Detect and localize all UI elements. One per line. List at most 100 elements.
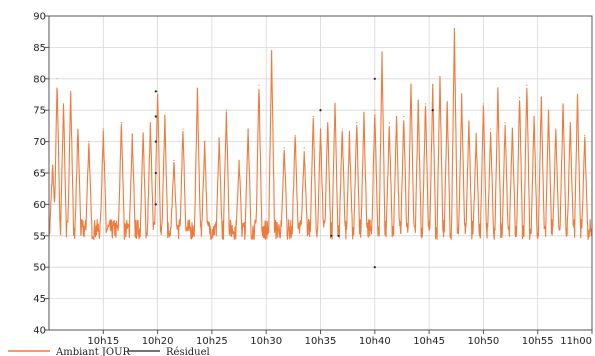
ambiant-jour-peak-point <box>56 78 58 80</box>
ambiant-jour-peak-point <box>432 84 434 86</box>
residuel-point <box>154 171 157 175</box>
residuel-point <box>319 109 322 112</box>
ambiant-jour-peak-point <box>120 122 122 124</box>
x-tick-label: 10h30 <box>250 336 282 347</box>
x-tick-label: 10h15 <box>87 336 119 347</box>
ambiant-jour-peak-point <box>388 122 390 124</box>
ambiant-jour-peak-point <box>218 141 220 143</box>
ambiant-jour-peak-point <box>303 147 305 149</box>
ambiant-jour-peak-point <box>88 141 90 143</box>
ambiant-jour-peak-point <box>225 109 227 111</box>
ambiant-jour-peak-point <box>519 97 521 99</box>
residuel-point <box>154 90 157 93</box>
ambiant-jour-peak-point <box>327 122 329 124</box>
ambiant-jour-peak-point <box>363 115 365 118</box>
ambiant-jour-peak-point <box>341 128 343 130</box>
ambiant-jour-peak-point <box>461 97 463 99</box>
ambiant-jour-peak-point <box>312 115 314 118</box>
y-tick-label: 75 <box>33 106 46 117</box>
ambiant-jour-peak-point <box>102 128 104 130</box>
residuel-point <box>431 109 434 112</box>
ambiant-jour-peak-point <box>258 84 260 86</box>
ambiant-jour-peak-point <box>446 103 448 105</box>
ambiant-jour-peak-point <box>540 97 542 99</box>
y-tick-label: 60 <box>33 200 46 211</box>
ambiant-jour-peak-point <box>547 109 550 111</box>
x-tick-label: 10h55 <box>522 336 554 347</box>
ambiant-jour-peak-point <box>424 103 427 105</box>
ambiant-jour-peak-point <box>504 122 506 124</box>
ambiant-jour-peak-point <box>555 128 557 130</box>
y-tick-label: 55 <box>33 231 46 242</box>
y-axis: 40 45 50 55 60 65 70 75 80 85 90 <box>33 12 49 337</box>
ambiant-jour-peak-point <box>356 122 358 124</box>
residuel-point <box>373 77 376 80</box>
ambiant-jour-peak-point <box>182 128 184 130</box>
x-tick-label: 10h25 <box>196 336 228 347</box>
residuel-point <box>154 140 157 143</box>
ambiant-jour-peak-point <box>584 134 586 136</box>
ambiant-jour-peak-point <box>569 122 571 124</box>
y-tick-label: 70 <box>33 137 46 148</box>
residuel-point <box>337 234 340 237</box>
ambiant-jour-peak-point <box>131 134 133 136</box>
ambiant-jour-peak-point <box>334 103 336 105</box>
ambiant-jour-peak-point <box>204 141 206 143</box>
ambiant-jour-peak-point <box>62 103 65 105</box>
ambiant-jour-peak-point <box>247 128 249 130</box>
legend-label-residuel: Résiduel <box>166 347 210 356</box>
x-tick-label: 10h45 <box>413 336 445 347</box>
ambiant-jour-peak-point <box>482 103 484 105</box>
ambiant-jour-peak-point <box>77 128 79 130</box>
y-tick-label: 40 <box>33 326 46 337</box>
series-layer <box>48 27 593 269</box>
ambiant-jour-peak-point <box>453 27 456 30</box>
x-tick-label: 10h20 <box>142 336 174 347</box>
ambiant-jour-peak-point <box>497 90 499 92</box>
ambiant-jour-peak-point <box>238 159 240 162</box>
ambiant-jour-peak-point <box>348 134 351 136</box>
ambiant-jour-peak-point <box>533 115 535 118</box>
ambiant-jour-peak-point <box>157 90 159 92</box>
y-tick-label: 80 <box>33 74 46 85</box>
ambiant-jour-peak-point <box>149 122 151 124</box>
y-tick-label: 65 <box>33 169 46 180</box>
ambiant-jour-peak-point <box>562 103 564 105</box>
ambiant-jour-peak-point <box>173 159 175 162</box>
ambiant-jour-peak-point <box>70 90 72 92</box>
ambiant-jour-peak-point <box>142 134 144 136</box>
x-tick-label: 10h50 <box>468 336 500 347</box>
ambiant-jour-peak-point <box>511 128 513 130</box>
ambiant-jour-peak-point <box>576 97 579 99</box>
ambiant-jour-peak-point <box>196 90 199 92</box>
x-tick-label: 10h35 <box>305 336 337 347</box>
legend: Ambiant JOUR Résiduel <box>8 347 210 356</box>
ambiant-jour-peak-point <box>271 53 273 55</box>
residuel-point <box>330 234 333 237</box>
ambiant-jour-peak-point <box>164 115 166 118</box>
ambiant-jour-peak-point <box>490 128 492 130</box>
ambiant-jour-peak-point <box>468 122 470 124</box>
ambiant-jour-peak-point <box>52 166 54 168</box>
legend-label-ambiant-jour: Ambiant JOUR <box>55 347 131 356</box>
ambiant-jour-peak-point <box>410 84 412 86</box>
x-tick-label: 10h40 <box>359 336 391 347</box>
residuel-point <box>154 115 157 118</box>
y-tick-label: 45 <box>33 294 46 305</box>
y-tick-label: 90 <box>33 12 46 23</box>
ambiant-jour-peak-point <box>283 147 285 149</box>
ambiant-jour-peak-point <box>374 109 376 111</box>
ambiant-jour-peak-point <box>395 115 398 118</box>
x-axis: 10h15 10h20 10h25 10h30 10h35 10h40 10h45 10h50… <box>87 330 593 347</box>
y-tick-label: 85 <box>33 43 46 54</box>
ambiant-jour-peak-point <box>475 134 477 136</box>
ambiant-jour-peak-point <box>417 103 419 105</box>
ambiant-jour-peak-point <box>294 134 296 136</box>
ambiant-jour-peak-point <box>381 53 383 55</box>
residuel-point <box>154 203 157 206</box>
x-tick-label: 11h00 <box>560 336 592 347</box>
ambiant-jour-peak-point <box>526 84 528 86</box>
residuel-point <box>373 266 376 269</box>
